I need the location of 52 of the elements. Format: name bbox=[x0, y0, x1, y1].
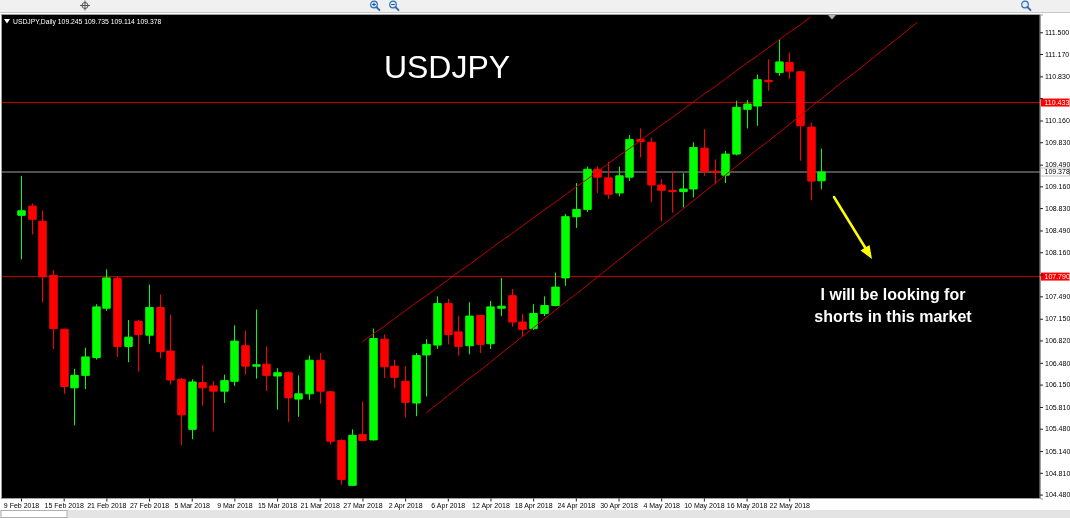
candlestick bbox=[70, 368, 79, 426]
candlestick bbox=[294, 374, 303, 418]
candlestick bbox=[668, 170, 677, 214]
candlestick bbox=[273, 367, 282, 411]
candlestick bbox=[60, 328, 69, 395]
candlestick bbox=[337, 438, 346, 486]
candlestick bbox=[732, 100, 741, 156]
candlestick bbox=[262, 345, 271, 392]
candlestick bbox=[145, 283, 154, 345]
text: USDJPY bbox=[383, 49, 511, 85]
candlestick bbox=[476, 314, 485, 354]
candlestick bbox=[113, 276, 122, 358]
candlestick bbox=[209, 380, 218, 432]
candlestick bbox=[198, 364, 207, 407]
candlestick bbox=[188, 378, 197, 440]
candlestick bbox=[572, 182, 581, 229]
candlestick bbox=[764, 58, 773, 92]
candlestick bbox=[81, 347, 90, 390]
candlestick bbox=[604, 161, 613, 200]
candlestick bbox=[369, 328, 378, 442]
candlestick bbox=[785, 52, 794, 80]
candlestick bbox=[711, 158, 720, 185]
candlestick bbox=[775, 38, 784, 77]
candlestick bbox=[252, 309, 261, 380]
candlestick bbox=[561, 213, 570, 287]
candlestick bbox=[465, 301, 474, 355]
candlestick bbox=[348, 428, 357, 487]
annotation: I will be looking for shorts in this market bbox=[814, 286, 973, 325]
candlestick bbox=[486, 300, 495, 350]
candlestick bbox=[807, 121, 816, 201]
candlestick bbox=[124, 319, 133, 363]
candlestick bbox=[177, 377, 186, 446]
candlestick bbox=[817, 148, 826, 190]
candlestick bbox=[134, 319, 143, 372]
candlestick bbox=[540, 295, 549, 317]
candlestick bbox=[358, 401, 367, 442]
candlestick bbox=[721, 150, 730, 184]
candlestick bbox=[284, 370, 293, 423]
candlestick bbox=[28, 202, 37, 235]
candlestick bbox=[241, 330, 250, 376]
candlestick bbox=[551, 272, 560, 307]
candlestick bbox=[401, 365, 410, 418]
candlestick bbox=[49, 269, 58, 350]
candlestick bbox=[796, 70, 805, 162]
candlestick bbox=[583, 166, 592, 213]
candlestick bbox=[433, 295, 442, 350]
candlestick bbox=[17, 175, 26, 260]
candlestick bbox=[529, 303, 538, 331]
candlestick bbox=[700, 128, 709, 177]
candlestick bbox=[38, 210, 47, 303]
candlestick bbox=[497, 277, 506, 317]
candlestick bbox=[305, 355, 314, 401]
